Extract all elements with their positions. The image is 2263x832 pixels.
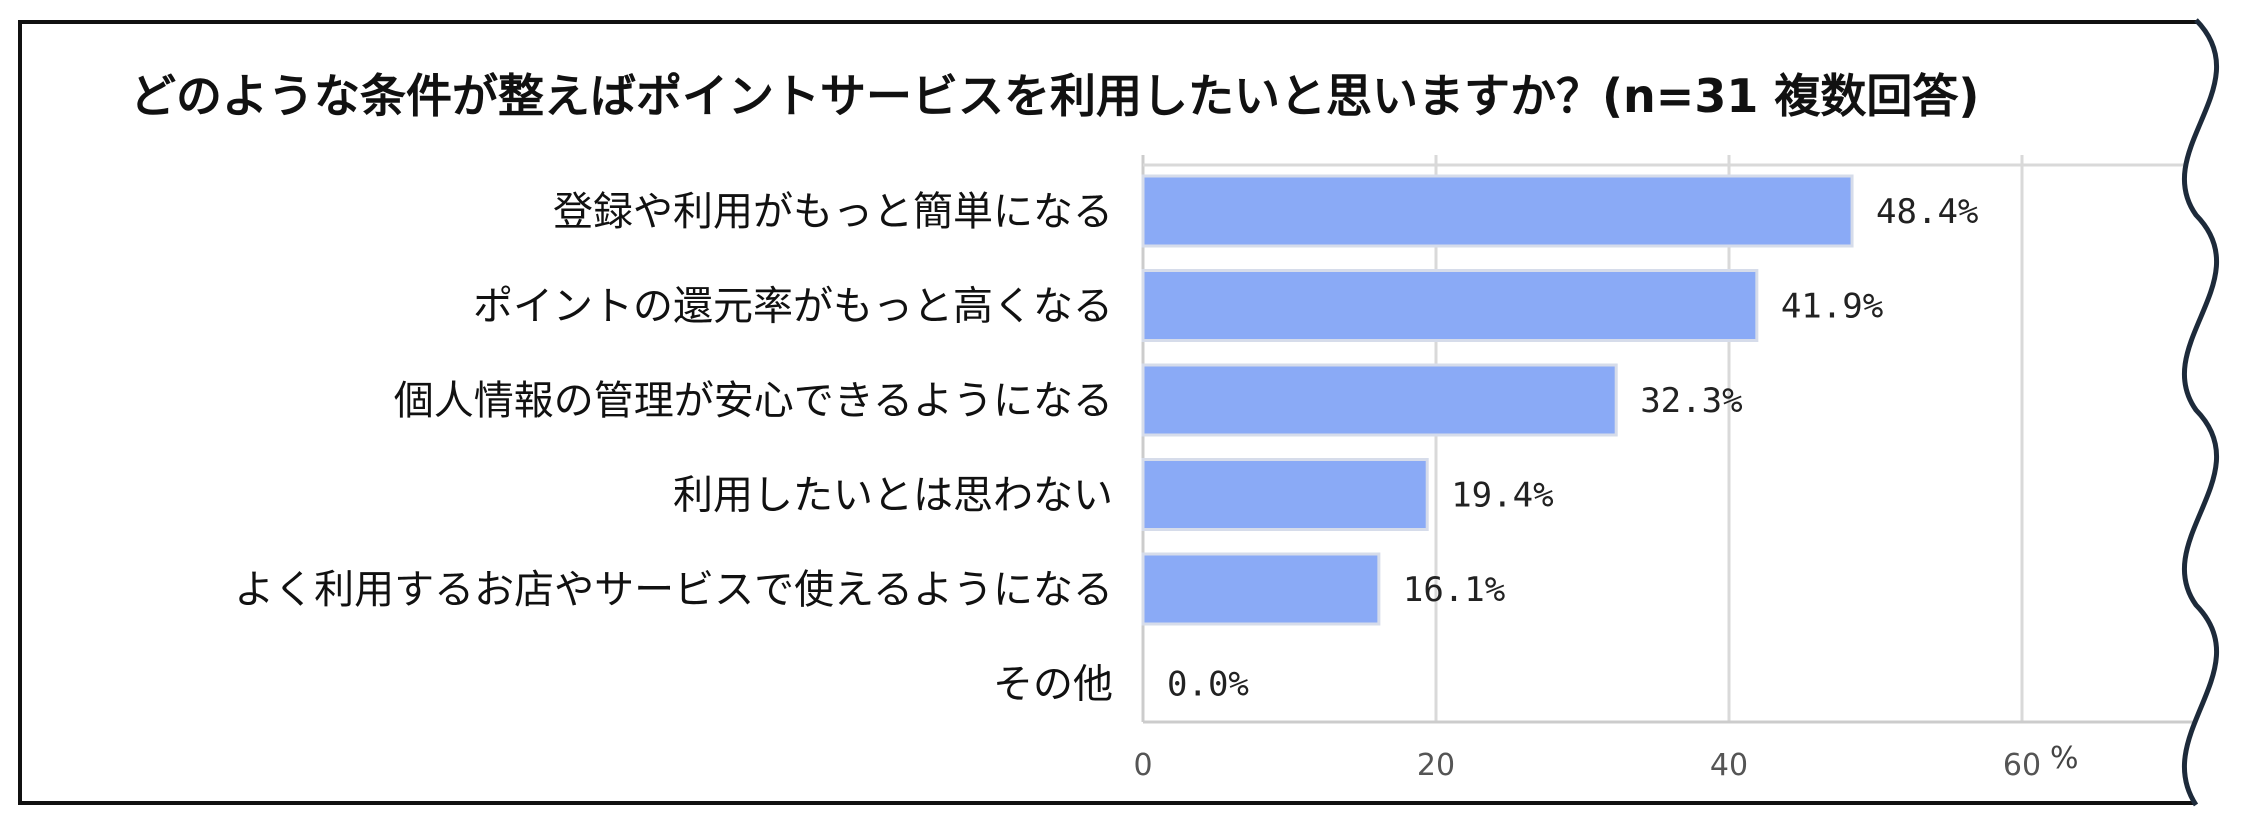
data-label-1: 41.9%: [1781, 287, 1883, 327]
wavy-cut-line: [2181, 18, 2220, 807]
bar-1: [1141, 269, 1759, 342]
category-label-4: よく利用するお店やサービスで使えるようになる: [234, 567, 1113, 613]
x-tick-label-0: 0: [1133, 748, 1152, 783]
category-label-3: 利用したいとは思わない: [673, 473, 1113, 519]
bar-4: [1141, 552, 1381, 626]
x-tick-label-60: 60: [2003, 748, 2041, 783]
x-unit-label: %: [2050, 741, 2079, 776]
data-label-0: 48.4%: [1876, 192, 1978, 232]
category-label-1: ポイントの還元率がもっと高くなる: [473, 284, 1113, 330]
grid-layer: [1141, 155, 2200, 724]
wavy-cut-edge: [2184, 20, 2263, 805]
x-tick-label-40: 40: [1710, 748, 1748, 783]
bar-3: [1141, 458, 1429, 531]
data-label-2: 32.3%: [1640, 381, 1742, 421]
chart-frame: [18, 20, 2238, 805]
bar-0: [1141, 174, 1854, 248]
category-label-5: その他: [993, 662, 1113, 708]
chart-title: どのような条件が整えばポイントサービスを利用したいと思いますか？(n=31 複数…: [130, 69, 1979, 123]
label-layer: 0 20 40 60 % 登録や利用がもっと簡単になる 48.4% ポイントの還元率がもっと高…: [234, 189, 2078, 783]
bar-layer: [1141, 174, 1854, 626]
category-label-0: 登録や利用がもっと簡単になる: [553, 189, 1113, 235]
x-tick-label-20: 20: [1417, 748, 1455, 783]
bar-2: [1141, 363, 1618, 437]
data-label-5: 0.0%: [1167, 665, 1249, 705]
category-label-2: 個人情報の管理が安心できるようになる: [394, 378, 1113, 424]
data-label-3: 19.4%: [1451, 476, 1553, 516]
data-label-4: 16.1%: [1403, 570, 1505, 610]
